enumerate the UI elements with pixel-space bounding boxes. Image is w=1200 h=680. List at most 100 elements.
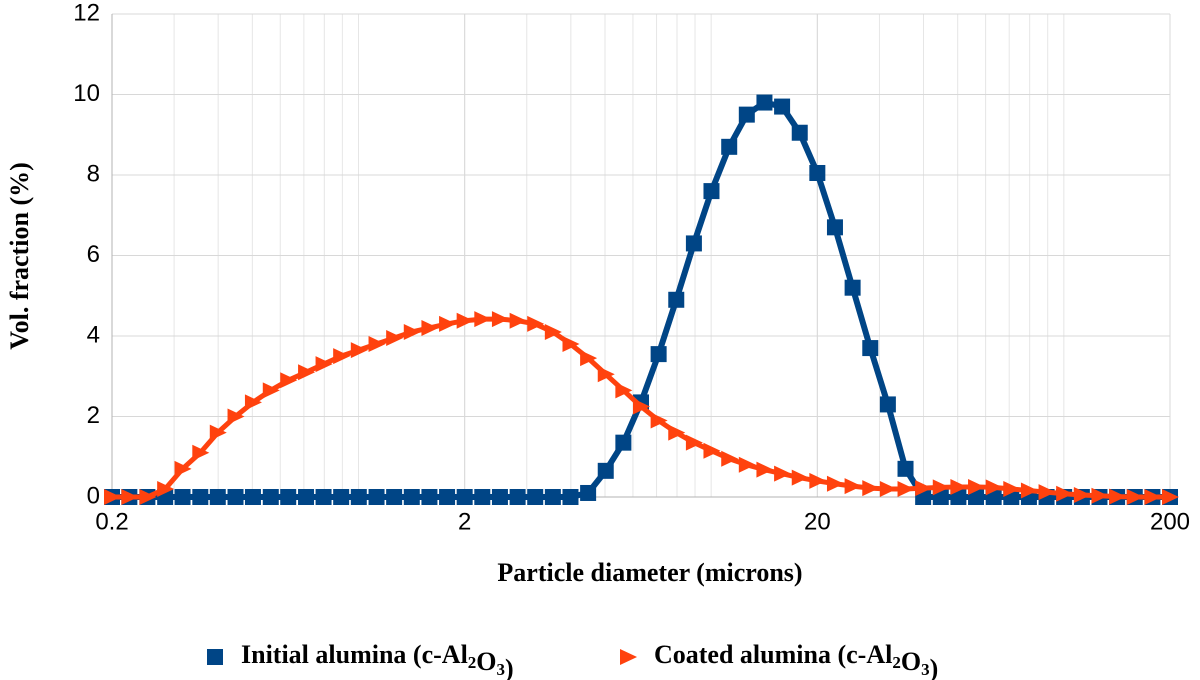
marker [368,336,386,353]
marker [368,489,385,505]
marker [897,460,914,477]
marker [844,279,861,296]
marker [615,382,633,399]
marker [897,480,915,497]
marker [703,183,720,200]
marker [174,489,191,505]
marker [350,342,368,359]
x-tick-label: 200 [1150,508,1190,535]
marker [104,489,121,505]
marker [721,450,739,467]
x-axis-label: Particle diameter (microns) [497,558,802,587]
marker [139,489,157,505]
marker [244,394,262,411]
marker [650,412,668,429]
marker [668,291,685,308]
series-line [112,99,1170,500]
marker [386,330,404,347]
marker [791,124,808,141]
y-tick-label: 2 [87,402,100,429]
marker [421,319,439,336]
marker [1091,487,1109,504]
marker [439,489,456,505]
marker [386,489,403,505]
marker [350,489,367,505]
marker [121,489,139,505]
y-tick-label: 8 [87,160,100,187]
marker [738,456,756,473]
marker [968,478,986,495]
x-tick-label: 20 [804,508,831,535]
marker [298,489,315,505]
marker [403,323,421,340]
marker [209,424,227,441]
marker [1109,488,1127,505]
marker [562,336,580,353]
marker [932,479,950,496]
marker [774,98,791,115]
marker [615,434,632,451]
marker [262,489,279,505]
marker [1144,489,1162,505]
marker [439,315,457,332]
marker [491,311,509,328]
marker [668,424,686,441]
marker [315,489,332,505]
marker [509,489,526,505]
marker [227,408,245,425]
marker [1126,489,1144,505]
marker [597,462,614,479]
marker [580,350,598,367]
marker [456,312,474,329]
marker [456,489,473,505]
y-tick-label: 4 [87,321,100,348]
marker [844,478,862,495]
marker [1038,484,1056,501]
marker [826,475,844,492]
marker [685,235,702,252]
marker [544,323,562,340]
marker [421,489,438,505]
marker [862,480,880,497]
marker [633,398,651,415]
marker [207,649,223,665]
marker [791,469,809,486]
marker [527,489,544,505]
marker [474,489,491,505]
y-tick-label: 6 [87,241,100,268]
marker [1162,489,1179,505]
marker [985,479,1003,496]
x-tick-label: 2 [458,508,471,535]
y-tick-label: 0 [87,482,100,509]
marker [685,434,703,451]
marker [809,472,827,489]
marker [280,489,297,505]
marker [244,489,261,505]
marker [879,396,896,413]
marker [809,164,826,181]
marker [491,489,508,505]
marker [174,460,192,477]
marker [620,649,637,665]
legend-label: Coated alumina (c-Al2O3) [654,640,938,680]
marker [738,106,755,123]
y-axis-label: Vol. fraction (%) [5,162,34,350]
marker [315,356,333,373]
marker [826,219,843,236]
marker [597,366,615,383]
marker [650,346,667,363]
marker [580,484,597,501]
marker [157,480,175,497]
marker [703,442,721,459]
marker [527,315,545,332]
marker [721,138,738,155]
marker [756,94,773,111]
marker [262,382,280,399]
y-tick-label: 12 [73,0,100,26]
marker [403,489,420,505]
marker [192,489,209,505]
marker [280,372,298,389]
marker [950,478,968,495]
marker [333,489,350,505]
